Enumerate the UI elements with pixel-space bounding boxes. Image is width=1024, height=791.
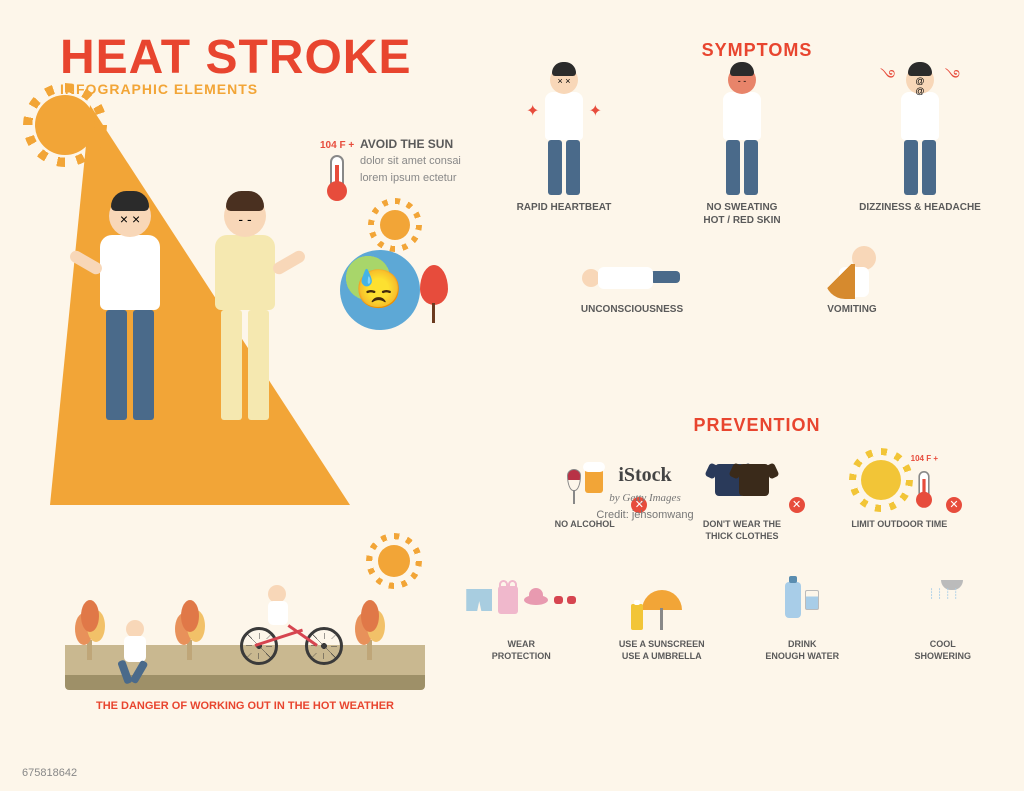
symptom-heartbeat: × ×✦✦ RAPID HEARTBEAT [480, 75, 648, 227]
fan-icon [420, 265, 448, 305]
sun-icon-workout [378, 545, 410, 577]
symptom-vomiting: VOMITING [772, 237, 932, 316]
prevention-row2: WEAR PROTECTION USE A SUNSCREEN USE A UM… [455, 565, 1009, 662]
sun-icon-main [35, 95, 95, 155]
hot-earth-icon [340, 250, 420, 330]
prevention-heading: PREVENTION [530, 415, 984, 436]
main-title: HEAT STROKE [60, 30, 411, 85]
person-female: - - [200, 195, 290, 420]
runner-icon [115, 620, 155, 662]
thermometer-icon: 104 F + [320, 140, 354, 195]
hero-people: × × - - [85, 195, 290, 420]
symptoms-heading: SYMPTOMS [530, 40, 984, 61]
symptoms-grid: × ×✦✦ RAPID HEARTBEAT - - NO SWEATING HO… [480, 75, 1004, 316]
image-id: 675818642 [22, 767, 77, 779]
person-male: × × [85, 195, 175, 420]
prev-wear-protection: WEAR PROTECTION [455, 565, 588, 662]
symptom-unconscious: UNCONSCIOUSNESS [552, 237, 712, 316]
avoid-sun-text: AVOID THE SUN dolor sit amet consai lore… [360, 135, 461, 186]
watermark: iStock by Getty Images Credit: jehsomwan… [555, 460, 735, 523]
symptom-dizziness: @ @࿓࿓ DIZZINESS & HEADACHE [836, 75, 1004, 227]
prev-drink-water: DRINK ENOUGH WATER [736, 565, 869, 662]
sun-icon-small [380, 210, 410, 240]
prev-limit-outdoor: 104 F +✕ LIMIT OUTDOOR TIME [825, 445, 974, 542]
symptom-no-sweat: - - NO SWEATING HOT / RED SKIN [658, 75, 826, 227]
prev-cool-shower: COOL SHOWERING [877, 565, 1010, 662]
prev-sunscreen: USE A SUNSCREEN USE A UMBRELLA [596, 565, 729, 662]
workout-scene: THE DANGER OF WORKING OUT IN THE HOT WEA… [65, 540, 425, 712]
